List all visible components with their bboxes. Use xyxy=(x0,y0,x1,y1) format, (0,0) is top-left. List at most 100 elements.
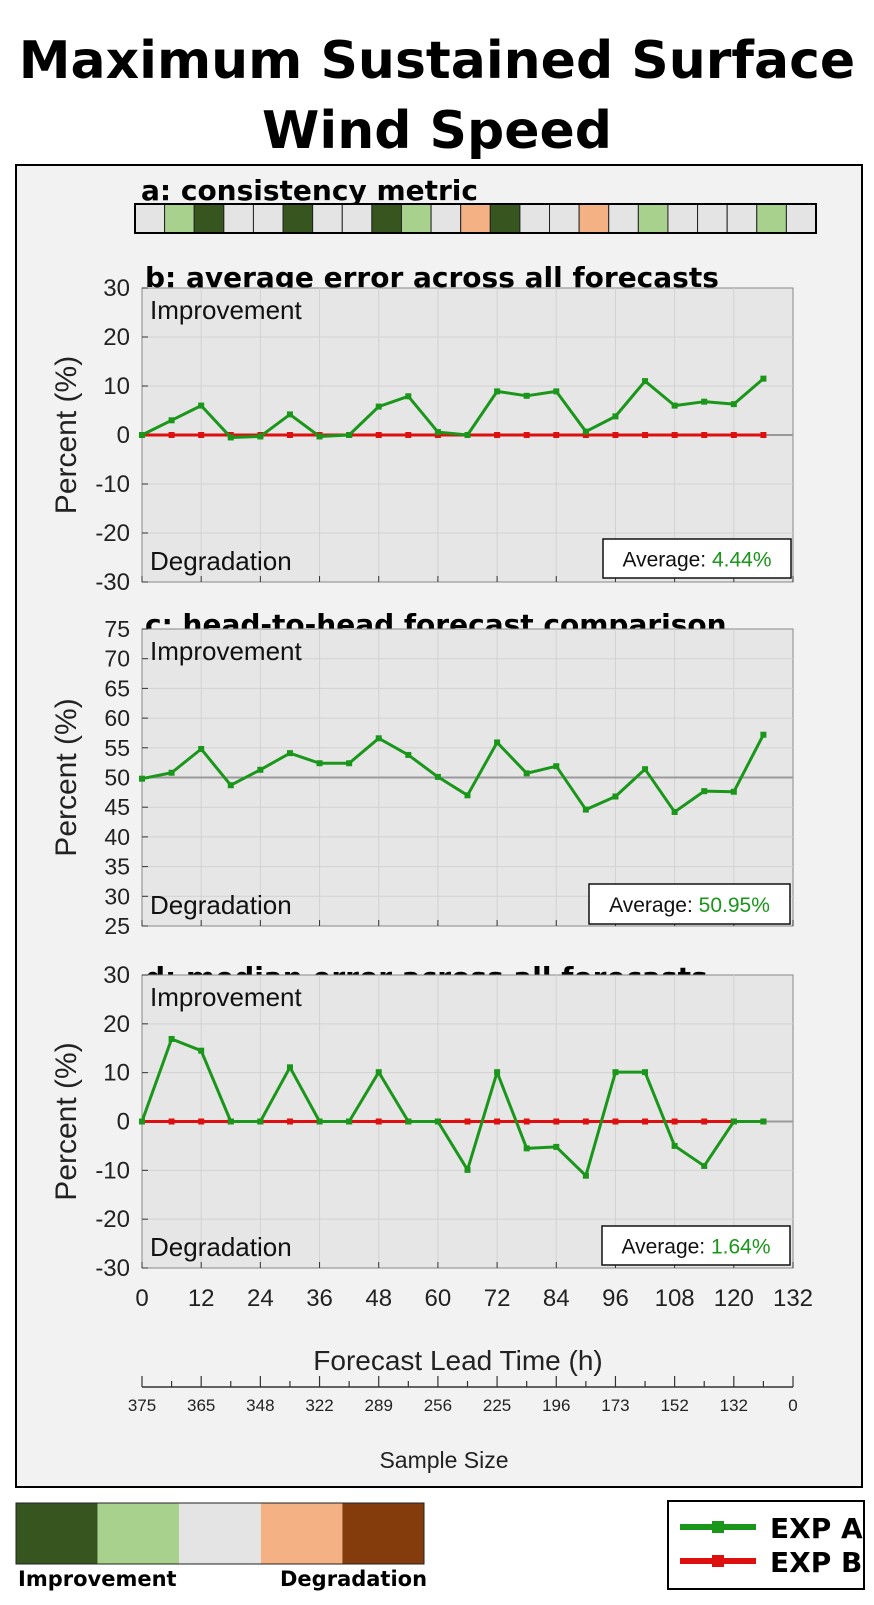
consistency-cell-19 xyxy=(697,203,728,234)
xtick-label: 84 xyxy=(543,1285,570,1312)
exp-a-point-126 xyxy=(760,375,767,382)
sample-tick-label: 348 xyxy=(246,1396,274,1415)
exp-a-point-42 xyxy=(346,1118,353,1125)
exp-a-point-60 xyxy=(434,1118,441,1125)
ytick-label: 30 xyxy=(104,883,130,909)
ytick-label: 20 xyxy=(103,324,130,351)
exp-a-point-36 xyxy=(316,433,323,440)
exp-b-point-120 xyxy=(730,432,737,438)
exp-a-point-42 xyxy=(346,432,353,438)
average-box xyxy=(588,883,791,925)
exp-b-point-78 xyxy=(523,432,530,438)
exp-a-point-120 xyxy=(730,401,737,408)
xtick-label: 36 xyxy=(306,1285,333,1312)
exp-a-point-90 xyxy=(582,428,589,435)
colorbar xyxy=(15,1502,425,1565)
exp-b-point-72 xyxy=(494,1118,501,1125)
exp-a-point-120 xyxy=(730,1118,737,1125)
exp-a-point-54 xyxy=(405,393,412,400)
degradation-label: Degradation xyxy=(150,1232,292,1262)
exp-a-point-96 xyxy=(612,793,619,800)
exp-a-point-114 xyxy=(701,788,708,795)
consistency-cell-8 xyxy=(371,203,402,234)
legend-box xyxy=(667,1500,865,1590)
panel-a-title: a: consistency metric xyxy=(141,174,478,207)
exp-b-point-48 xyxy=(375,1118,382,1125)
xtick-label: 108 xyxy=(655,1285,695,1312)
exp-b-point-48 xyxy=(375,432,382,438)
consistency-heatmap xyxy=(134,203,817,234)
colorbar-swatch-3 xyxy=(260,1503,343,1564)
ytick-label: 50 xyxy=(104,765,130,791)
degradation-label: Degradation xyxy=(150,890,292,920)
ytick-label: -30 xyxy=(95,1255,130,1282)
exp-a-point-108 xyxy=(671,808,678,815)
average-box xyxy=(601,1225,791,1266)
exp-a-point-72 xyxy=(494,1069,501,1076)
average-value: 1.64% xyxy=(711,1236,771,1259)
legend-exp-b-marker xyxy=(712,1555,724,1567)
sample-tick-label: 322 xyxy=(305,1396,333,1415)
xtick-label: 120 xyxy=(714,1285,754,1312)
colorbar-swatch-1 xyxy=(97,1503,180,1564)
xtick-label: 72 xyxy=(484,1285,511,1312)
exp-a-point-30 xyxy=(286,411,293,418)
exp-a-point-102 xyxy=(642,378,649,385)
exp-b-point-6 xyxy=(168,432,175,438)
exp-a-point-90 xyxy=(582,1172,589,1179)
exp-a-point-126 xyxy=(760,1118,767,1125)
consistency-cell-2 xyxy=(193,203,225,234)
exp-b-point-78 xyxy=(523,1118,530,1125)
exp-a-point-42 xyxy=(346,760,353,767)
exp-a-point-90 xyxy=(582,806,589,813)
exp-a-line xyxy=(141,734,765,814)
exp-b-point-6 xyxy=(168,1118,175,1125)
exp-a-point-24 xyxy=(257,766,264,773)
average-label: Average: xyxy=(622,549,712,572)
ytick-label: -20 xyxy=(95,1206,130,1233)
ytick-label: 10 xyxy=(103,373,130,400)
y-axis-label: Percent (%) xyxy=(50,1042,83,1200)
exp-b-point-114 xyxy=(701,1118,708,1125)
exp-a-point-120 xyxy=(730,788,737,795)
consistency-cell-11 xyxy=(460,203,491,234)
ytick-label: 0 xyxy=(117,422,130,449)
exp-a-point-66 xyxy=(464,432,471,438)
legend: EXP A EXP B xyxy=(667,1500,865,1590)
sample-tick-label: 225 xyxy=(483,1396,511,1415)
exp-a-point-102 xyxy=(642,766,649,773)
colorbar-swatch-4 xyxy=(342,1503,424,1564)
exp-a-point-6 xyxy=(168,769,175,776)
y-axis-label: Percent (%) xyxy=(50,356,83,514)
exp-a-point-114 xyxy=(701,398,708,405)
consistency-cell-7 xyxy=(341,203,373,234)
exp-a-point-84 xyxy=(553,388,560,395)
consistency-cell-22 xyxy=(785,203,817,234)
exp-a-point-30 xyxy=(286,1064,293,1071)
legend-exp-b-label: EXP B xyxy=(770,1546,862,1579)
colorbar-frame xyxy=(15,1502,425,1565)
average-text: Average: 4.44% xyxy=(622,549,771,572)
consistency-cell-0 xyxy=(134,203,166,234)
exp-a-point-108 xyxy=(671,402,678,409)
consistency-cell-13 xyxy=(519,203,551,234)
exp-b-point-90 xyxy=(582,432,589,438)
exp-a-point-24 xyxy=(257,433,264,440)
legend-exp-a-marker xyxy=(712,1521,724,1533)
consistency-cell-6 xyxy=(312,203,343,234)
exp-a-point-96 xyxy=(612,413,619,420)
panel-d-chart: 30 20 10 0 -10 -20 -30 Improvement Degradation Pe… xyxy=(50,962,813,1312)
exp-a-point-0 xyxy=(139,1118,145,1125)
exp-b-point-102 xyxy=(642,1118,649,1125)
exp-a-point-12 xyxy=(198,1047,205,1054)
exp-a-point-72 xyxy=(494,739,501,746)
exp-b-point-66 xyxy=(464,1118,471,1125)
exp-a-point-6 xyxy=(168,1035,175,1042)
exp-a-point-84 xyxy=(553,1143,560,1150)
ytick-label: 0 xyxy=(117,1109,130,1136)
ytick-label: 45 xyxy=(104,794,130,820)
consistency-cell-16 xyxy=(608,203,639,234)
exp-a-point-84 xyxy=(553,763,560,770)
panel-c-chart: 75 70 65 60 55 50 45 40 35 30 25 Improvement Degrada… xyxy=(50,616,794,939)
